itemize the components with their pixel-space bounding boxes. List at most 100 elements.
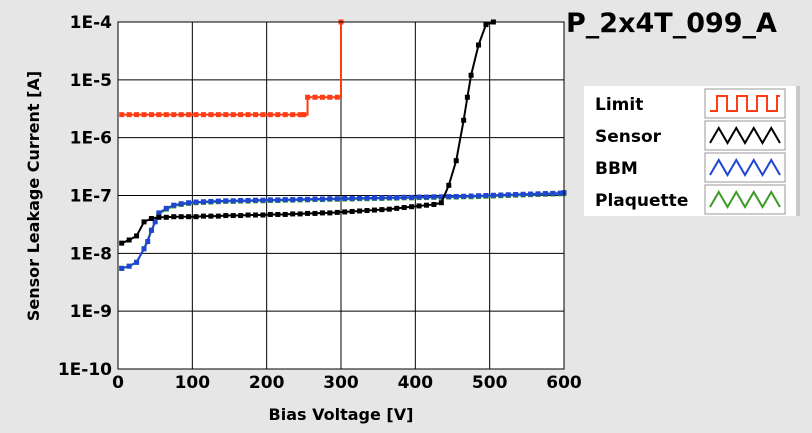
y-tick-labels: 1E-10 1E-9 1E-8 1E-7 1E-6 1E-5 1E-4 [58,13,112,380]
x-tick-label: 100 [175,373,211,393]
data-point [141,219,147,225]
data-point [446,194,452,200]
x-tick-label: 400 [398,373,434,393]
series-limit [119,19,344,118]
data-point [145,239,151,245]
data-point [409,194,415,200]
data-point [349,208,355,214]
data-point [505,192,511,198]
data-point [305,196,311,202]
data-point [327,210,333,216]
data-point [171,112,177,118]
data-point [193,199,199,205]
data-point [267,112,273,118]
data-point [301,112,307,118]
data-point [230,213,236,219]
data-point [416,203,422,209]
data-point [148,227,154,233]
data-point [208,198,214,204]
data-point [468,72,474,78]
data-point [498,192,504,198]
data-point [438,200,444,206]
data-point [431,201,437,207]
data-point [557,190,563,196]
legend-item-limit: Limit [595,88,786,119]
x-tick-label: 300 [323,373,359,393]
data-point [371,207,377,213]
data-point [513,192,519,198]
legend-swatch-box [704,120,786,151]
data-point [349,195,355,201]
data-point [148,216,154,222]
data-point [528,191,534,197]
triangle-wave-icon [709,126,781,145]
data-point [178,214,184,220]
data-point [446,182,452,188]
data-point [238,197,244,203]
data-point [379,207,385,213]
data-point [163,205,169,211]
data-point [200,199,206,205]
data-point [275,211,281,217]
legend-item-bbm: BBM [595,152,786,183]
data-point [156,214,162,220]
data-point [371,195,377,201]
data-point [156,210,162,216]
x-tick-label: 600 [546,373,582,393]
data-point [431,194,437,200]
data-point [409,204,415,210]
data-point [200,213,206,219]
data-point [148,112,154,118]
legend-item-sensor: Sensor [595,120,786,151]
data-point [223,198,229,204]
data-point [230,112,236,118]
data-point [156,112,162,118]
data-point [342,209,348,215]
data-point [230,198,236,204]
data-point [319,94,325,100]
data-point [319,196,325,202]
data-point [253,197,259,203]
data-point [223,213,229,219]
series-line [121,21,494,245]
data-point [171,202,177,208]
data-point [290,211,296,217]
data-point [282,211,288,217]
data-point [394,205,400,211]
series-sensor [119,19,496,246]
data-point [186,214,192,220]
data-point [282,112,288,118]
data-point [327,196,333,202]
y-tick-label: 1E-9 [70,302,112,322]
data-point [379,195,385,201]
data-point [483,22,489,28]
legend: Limit Sensor BBM Plaquette [584,86,800,216]
y-axis-title: Sensor Leakage Current [A] [24,71,43,321]
data-point [357,195,363,201]
data-point [490,192,496,198]
data-point [126,263,132,269]
y-tick-label: 1E-5 [70,71,112,91]
data-point [453,158,459,164]
data-point [260,212,266,218]
data-point [152,219,158,225]
data-point [134,233,140,239]
data-point [468,193,474,199]
data-point [312,210,318,216]
data-point [238,112,244,118]
data-point [461,193,467,199]
data-point [334,209,340,215]
data-point [364,195,370,201]
y-tick-label: 1E-10 [58,360,112,380]
data-point [171,214,177,220]
data-point [126,237,132,243]
data-point [312,94,318,100]
data-point [245,112,251,118]
data-point [312,196,318,202]
data-point [305,210,311,216]
data-point [438,194,444,200]
data-point [476,193,482,199]
data-point [357,208,363,214]
data-point [453,194,459,200]
